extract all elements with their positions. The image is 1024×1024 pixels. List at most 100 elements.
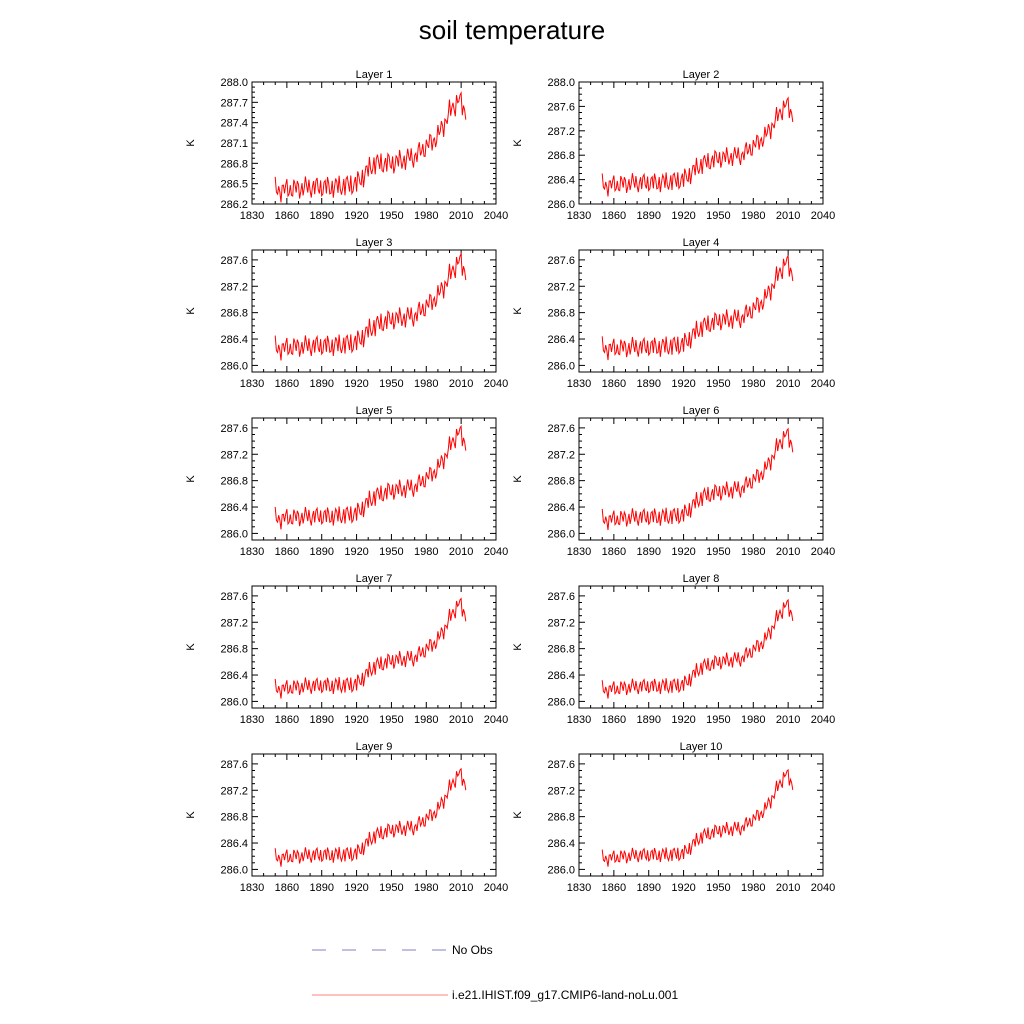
panel-title: Layer 9 <box>356 741 393 753</box>
x-tick-label: 2040 <box>484 546 508 558</box>
series-line <box>274 767 467 867</box>
y-tick-label: 287.6 <box>547 591 575 603</box>
panel-title: Layer 7 <box>356 573 393 585</box>
panel-title: Layer 3 <box>356 237 393 249</box>
x-tick-label: 1920 <box>344 714 368 726</box>
y-tick-label: 286.8 <box>220 476 248 488</box>
series-line <box>601 427 794 531</box>
panel-title: Layer 10 <box>680 741 723 753</box>
x-tick-label: 1830 <box>567 210 591 222</box>
y-tick-label: 286.4 <box>547 502 575 514</box>
y-tick-label: 287.4 <box>220 118 248 130</box>
x-tick-label: 1890 <box>636 714 660 726</box>
x-tick-label: 1980 <box>414 546 438 558</box>
x-tick-label: 1950 <box>379 210 403 222</box>
x-tick-label: 1860 <box>275 882 299 894</box>
x-tick-label: 1890 <box>636 882 660 894</box>
x-tick-label: 2040 <box>811 882 835 894</box>
panel-title: Layer 6 <box>683 405 720 417</box>
x-tick-label: 1920 <box>344 882 368 894</box>
x-tick-label: 1920 <box>671 714 695 726</box>
panel-layer-7: 1830 1860 1890 1920 1950 1980 2010 2040 286.0 286… <box>185 573 508 726</box>
x-tick-label: 1890 <box>309 882 333 894</box>
series-line <box>601 598 794 699</box>
x-tick-label: 1920 <box>671 882 695 894</box>
series-line <box>274 91 467 203</box>
x-tick-label: 1860 <box>275 714 299 726</box>
x-tick-label: 1950 <box>706 210 730 222</box>
panel-title: Layer 8 <box>683 573 720 585</box>
y-tick-label: 286.8 <box>220 308 248 320</box>
y-axis-label: K <box>185 811 197 819</box>
x-tick-label: 2040 <box>811 378 835 390</box>
x-tick-label: 1890 <box>309 546 333 558</box>
y-tick-label: 286.4 <box>547 175 575 187</box>
y-tick-label: 286.8 <box>547 150 575 162</box>
x-tick-label: 2040 <box>484 882 508 894</box>
y-tick-label: 287.2 <box>220 281 248 293</box>
x-tick-label: 2040 <box>484 378 508 390</box>
y-tick-label: 286.8 <box>220 644 248 656</box>
series-line <box>274 597 467 699</box>
figure-title: soil temperature <box>418 15 606 45</box>
y-axis-label: K <box>185 475 197 483</box>
y-tick-label: 286.0 <box>547 360 575 372</box>
plot-frame <box>578 753 824 877</box>
x-tick-label: 1890 <box>309 210 333 222</box>
y-tick-label: 288.0 <box>220 77 248 89</box>
plot-frame <box>251 417 497 541</box>
y-tick-label: 286.0 <box>547 199 575 211</box>
x-tick-label: 1920 <box>344 210 368 222</box>
panel-layer-10: 1830 1860 1890 1920 1950 1980 2010 2040 286.0 286… <box>512 741 835 894</box>
x-tick-label: 1980 <box>741 882 765 894</box>
x-tick-label: 2010 <box>776 714 800 726</box>
y-tick-label: 287.6 <box>220 423 248 435</box>
series-line <box>601 768 794 867</box>
x-tick-label: 1920 <box>671 210 695 222</box>
plot-frame <box>578 417 824 541</box>
y-tick-label: 286.0 <box>220 864 248 876</box>
x-tick-label: 1920 <box>671 546 695 558</box>
x-tick-label: 1890 <box>636 378 660 390</box>
y-tick-label: 286.8 <box>547 476 575 488</box>
y-tick-label: 286.0 <box>547 696 575 708</box>
y-tick-label: 286.8 <box>220 812 248 824</box>
y-tick-label: 286.4 <box>220 334 248 346</box>
y-axis-label: K <box>512 643 524 651</box>
x-tick-label: 1890 <box>309 378 333 390</box>
panel-layer-1: 1830 1860 1890 1920 1950 1980 2010 2040 286.2 286… <box>185 69 508 222</box>
x-tick-label: 2010 <box>776 378 800 390</box>
x-tick-label: 2010 <box>449 378 473 390</box>
y-tick-label: 287.2 <box>547 449 575 461</box>
y-tick-label: 287.1 <box>220 138 248 150</box>
y-tick-label: 287.2 <box>547 617 575 629</box>
y-tick-label: 286.4 <box>220 502 248 514</box>
panel-layer-9: 1830 1860 1890 1920 1950 1980 2010 2040 286.0 286… <box>185 741 508 894</box>
x-tick-label: 1950 <box>379 378 403 390</box>
plot-frame <box>251 249 497 373</box>
series-line <box>601 96 794 197</box>
x-tick-label: 1980 <box>414 714 438 726</box>
x-tick-label: 1920 <box>671 378 695 390</box>
x-tick-label: 1830 <box>567 882 591 894</box>
x-tick-label: 1980 <box>741 210 765 222</box>
x-tick-label: 1830 <box>567 714 591 726</box>
y-tick-label: 287.6 <box>547 101 575 113</box>
x-tick-label: 1860 <box>275 210 299 222</box>
x-tick-label: 1980 <box>414 210 438 222</box>
y-tick-label: 287.6 <box>547 759 575 771</box>
panel-layer-5: 1830 1860 1890 1920 1950 1980 2010 2040 286.0 286… <box>185 405 508 558</box>
x-tick-label: 1950 <box>706 546 730 558</box>
panel-layer-2: 1830 1860 1890 1920 1950 1980 2010 2040 286.0 286… <box>512 69 835 222</box>
x-tick-label: 1980 <box>741 546 765 558</box>
x-tick-label: 2040 <box>484 210 508 222</box>
x-tick-label: 1920 <box>344 378 368 390</box>
x-tick-label: 1950 <box>379 546 403 558</box>
x-tick-label: 1950 <box>706 882 730 894</box>
x-tick-label: 1860 <box>602 882 626 894</box>
x-tick-label: 2010 <box>449 546 473 558</box>
y-axis-label: K <box>512 475 524 483</box>
series-line <box>274 424 467 530</box>
x-tick-label: 1860 <box>275 378 299 390</box>
